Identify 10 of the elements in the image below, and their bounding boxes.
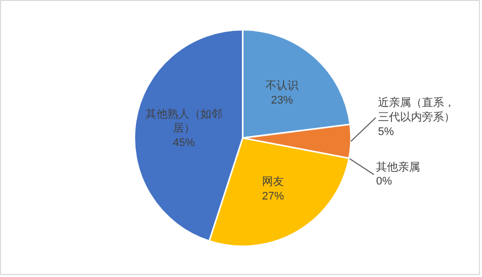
slice-label: 其他熟人（如邻居）: [145, 107, 222, 135]
data-label: 45%: [172, 137, 196, 150]
legend-label: 其他亲属: [376, 160, 420, 174]
slice-label: 近亲属（直系，三代以内旁系）: [378, 96, 455, 124]
slice-label: 网友: [262, 176, 284, 188]
data-label: 27%: [262, 190, 284, 202]
slice-label: 不认识: [266, 80, 299, 92]
data-label: 23%: [271, 94, 294, 107]
text: 0%: [376, 176, 392, 188]
data-label: 5%: [378, 126, 394, 138]
